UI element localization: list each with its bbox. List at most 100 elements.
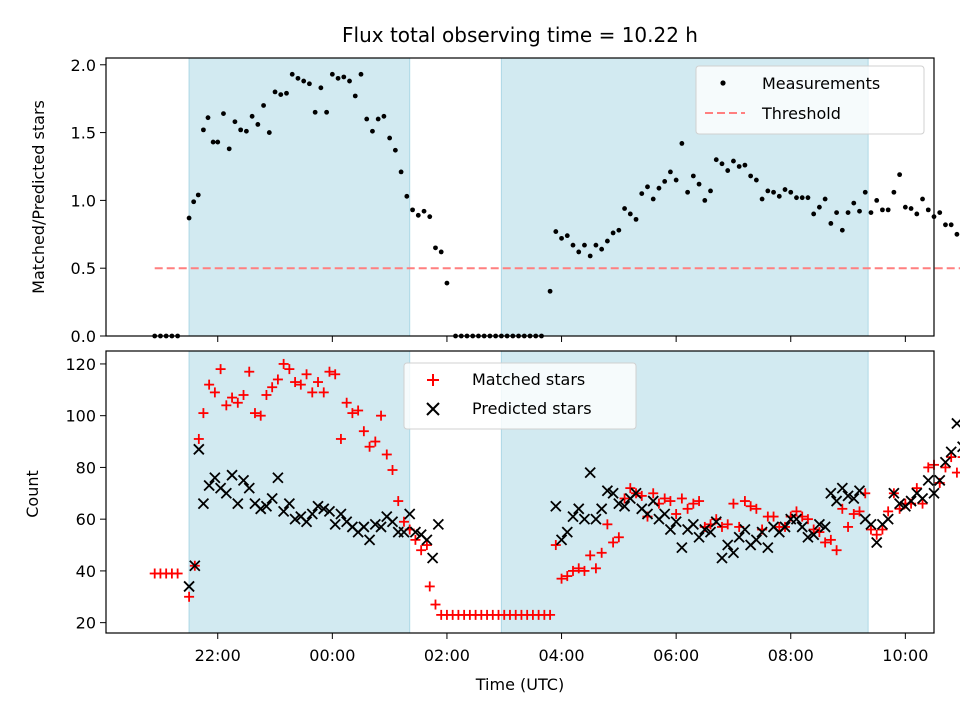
measurement-point	[794, 195, 799, 201]
predicted-star-point	[398, 526, 410, 538]
measurement-point	[307, 81, 312, 87]
measurement-point	[834, 210, 839, 215]
matched-star-point	[602, 519, 613, 530]
matched-star-point	[330, 369, 341, 380]
matched-star-point	[831, 545, 842, 556]
matched-star-point	[416, 545, 427, 556]
predicted-x-b	[934, 474, 946, 486]
predicted-x-b	[939, 456, 952, 468]
predicted-star-point	[220, 487, 232, 499]
matched-star-point	[358, 426, 369, 437]
measurement-point	[318, 85, 324, 91]
measurement-point	[215, 139, 221, 145]
top-legend: Measurements Threshold	[695, 65, 925, 135]
matched-stars-points	[149, 358, 960, 620]
predicted-x-b	[209, 472, 221, 484]
y-tick-label: 1.5	[71, 124, 96, 143]
measurement-point	[627, 211, 633, 217]
measurement-point	[358, 71, 364, 77]
predicted-star-point	[386, 516, 399, 528]
predicted-x-b	[750, 534, 763, 546]
predicted-x-b	[381, 510, 393, 523]
matched-star-point	[808, 524, 819, 535]
measurement-point	[232, 119, 238, 125]
predicted-x-b	[905, 495, 917, 507]
matched-star-point	[215, 364, 226, 375]
measurement-point	[656, 185, 662, 191]
measurement-point	[668, 169, 673, 175]
predicted-x-b	[596, 503, 608, 515]
y-tick-label: 0.5	[71, 259, 96, 278]
matched-star-point	[370, 436, 381, 447]
predicted-x-b	[607, 487, 619, 499]
matched-star-point	[550, 540, 561, 551]
predicted-x-b	[226, 469, 238, 481]
matched-star-point	[739, 496, 750, 507]
predicted-star-point	[601, 485, 614, 497]
predicted-x-b	[848, 492, 860, 505]
measurement-point	[410, 207, 415, 213]
measurement-point	[702, 197, 708, 203]
predicted-star-point	[630, 487, 642, 499]
predicted-x-b	[183, 580, 195, 593]
matched-star-point	[307, 387, 318, 398]
matched-star-point	[745, 501, 756, 512]
matched-star-point	[590, 563, 601, 574]
measurement-point	[868, 210, 874, 215]
predicted-x-b	[341, 516, 353, 528]
measurement-point	[347, 78, 352, 84]
predicted-x-b	[911, 487, 923, 499]
measurement-point	[857, 208, 862, 214]
predicted-x-b	[722, 539, 734, 551]
measurement-point	[392, 147, 398, 153]
predicted-star-point	[318, 503, 330, 515]
matched-star-point	[843, 521, 854, 532]
predicted-star-point	[664, 523, 677, 536]
measurement-point	[195, 192, 201, 198]
measurement-point	[375, 116, 381, 122]
measurement-point	[341, 74, 347, 80]
measurement-point	[742, 162, 748, 168]
predicted-x-b	[618, 500, 631, 512]
measurement-point	[782, 187, 788, 192]
predicted-star-point	[550, 500, 562, 512]
predicted-star-point	[358, 521, 370, 533]
matched-star-point	[184, 591, 195, 602]
predicted-x-b	[318, 503, 330, 515]
measurement-point	[851, 200, 857, 206]
measurement-point	[805, 195, 811, 201]
measurement-point	[645, 184, 650, 190]
x-tick-label: 10:00	[882, 646, 928, 665]
legend-matched-label: Matched stars	[472, 370, 585, 389]
predicted-x-b	[659, 508, 671, 520]
matched-star-point	[728, 498, 739, 509]
bottom-x-ticks: 22:00 00:00 02:00 04:00 06:00 08:00 10:00	[195, 633, 928, 665]
measurement-point	[364, 116, 370, 122]
predicted-star-point	[323, 505, 336, 518]
predicted-x-b	[693, 531, 705, 543]
predicted-star-point	[882, 513, 894, 525]
predicted-x-b	[561, 526, 573, 538]
matched-star-point	[376, 410, 387, 421]
measurement-point	[914, 211, 920, 217]
predicted-x-b	[916, 492, 929, 505]
shaded-interval	[188, 350, 411, 634]
measurement-point	[243, 128, 249, 134]
measurement-point	[748, 173, 754, 179]
measurement-point	[713, 157, 719, 163]
predicted-star-point	[584, 466, 596, 479]
predicted-x-b	[358, 521, 370, 533]
matched-star-point	[625, 483, 636, 494]
predicted-x-b	[808, 529, 820, 541]
matched-star-point	[313, 377, 324, 388]
measurement-point	[845, 210, 851, 215]
measurement-point	[599, 246, 605, 252]
predicted-x-b	[232, 498, 244, 510]
matched-star-point	[768, 511, 779, 522]
predicted-star-point	[790, 513, 803, 525]
matched-star-point	[204, 379, 215, 390]
predicted-star-point	[951, 417, 960, 430]
measurement-point	[576, 249, 582, 255]
measurement-point	[799, 195, 805, 201]
